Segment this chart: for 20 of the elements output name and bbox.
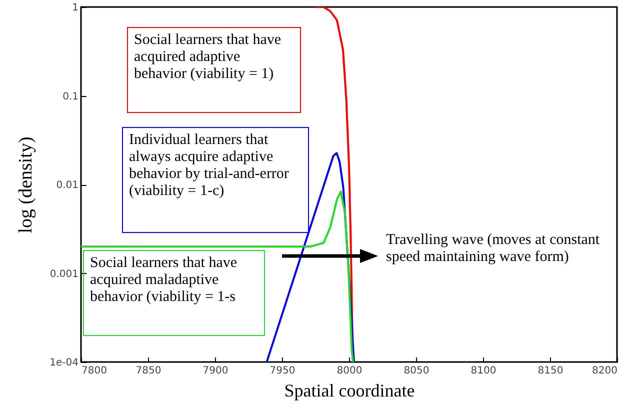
x-tick-label: 8100 (470, 366, 496, 376)
x-tick-label: 8000 (336, 366, 362, 376)
x-axis-title: Spatial coordinate (284, 380, 415, 400)
series-label: Individual learners that always acquire adaptive behavior by trial-and-error (viability = 1-c) (122, 127, 309, 233)
x-tick-label: 7800 (82, 366, 107, 376)
x-tick-label: 8150 (538, 366, 564, 376)
series-label: Social learners that have acquired maladaptive behavior (viability = 1-s (83, 250, 265, 336)
x-tick-label: 8050 (404, 366, 430, 376)
x-tick-label: 7850 (136, 366, 162, 376)
x-tick-label: 7900 (202, 366, 228, 376)
y-tick-label: 1 (72, 2, 78, 14)
x-tick-label: 8200 (592, 366, 618, 376)
x-tick-label: 7950 (270, 366, 296, 376)
y-tick-label: 0.001 (50, 268, 78, 280)
annotation: Travelling wave (moves at constant speed maintaining wave form) (386, 232, 601, 266)
y-axis-title: log (density) (16, 136, 37, 234)
y-tick-label: 0.01 (56, 180, 78, 191)
y-tick-label: 0.1 (62, 91, 78, 102)
y-tick-label: 1e-04 (50, 358, 78, 368)
text: Social learners that have acquired adaptive behavior (viability = 1) (127, 27, 301, 113)
